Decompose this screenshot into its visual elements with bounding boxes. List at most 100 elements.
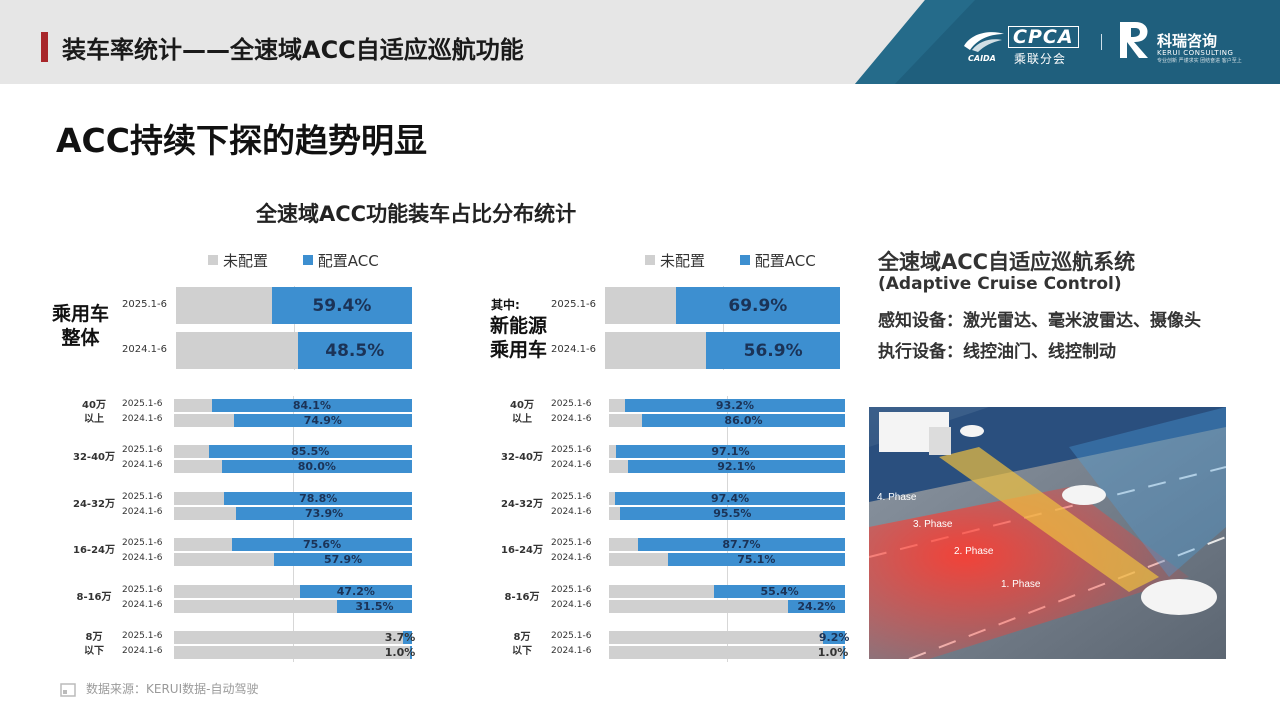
bar-row: 97.1%	[609, 445, 845, 459]
price-band-label: 40万 以上	[72, 399, 116, 427]
legend-label-configured: 配置ACC	[754, 252, 816, 270]
price-band-label: 24-32万	[72, 498, 116, 512]
year-label: 2024.1-6	[551, 646, 592, 656]
bar-value-label: 75.1%	[737, 553, 776, 567]
bar-unconfigured	[609, 584, 715, 598]
bar-value-label: 92.1%	[717, 460, 756, 474]
bar-value-label: 97.4%	[710, 491, 750, 505]
group-label-all-cars: 乘用车 整体	[52, 302, 109, 350]
bar-configured	[787, 599, 845, 613]
bar-value-label: 9.2%	[818, 631, 850, 644]
bar-value-label: 86.0%	[724, 414, 763, 427]
bar-value-label: 47.2%	[336, 584, 375, 598]
bar-row: 85.5%	[174, 445, 412, 459]
bar-configured	[714, 584, 845, 598]
group-label-line: 乘用车	[52, 303, 110, 325]
year-label: 2024.1-6	[122, 646, 163, 656]
bar-unconfigured	[605, 332, 707, 369]
year-label: 2025.1-6	[551, 491, 592, 502]
kerui-name: 科瑞咨询	[1157, 32, 1218, 50]
actuation-devices: 执行设备：线控油门、线控制动	[878, 342, 1116, 362]
bar-unconfigured	[605, 287, 676, 324]
year-label: 2024.1-6	[122, 460, 163, 471]
year-label: 2024.1-6	[551, 414, 592, 424]
bar-unconfigured	[174, 414, 234, 427]
price-band-label-line: 40万	[82, 400, 106, 411]
bar-configured	[221, 460, 412, 474]
bar-value-label: 56.9%	[743, 340, 803, 361]
bar-configured	[642, 414, 845, 427]
bar-value-label: 24.2%	[797, 599, 836, 613]
bar-unconfigured	[174, 631, 404, 644]
year-label: 2025.1-6	[551, 538, 592, 549]
legend-item-configured: 配置ACC	[302, 252, 379, 270]
bar-value-label: 55.4%	[760, 584, 799, 598]
bar-unconfigured	[609, 599, 788, 613]
gridline	[727, 396, 728, 662]
bar-row: 69.9%	[605, 287, 840, 324]
bar-value-label: 31.5%	[355, 599, 394, 613]
bar-unconfigured	[174, 460, 222, 474]
legend-swatch-blue	[302, 254, 313, 265]
bar-configured	[706, 332, 840, 369]
year-label: 2024.1-6	[551, 344, 596, 355]
year-label: 2025.1-6	[551, 631, 592, 641]
bar-configured	[271, 287, 412, 324]
bar-row: 47.2%	[174, 584, 412, 598]
bar-configured	[615, 491, 845, 505]
price-band-label-line: 32-40万	[501, 452, 543, 464]
bar-unconfigured	[174, 491, 225, 505]
bar-unconfigured	[609, 491, 616, 505]
bar-unconfigured	[609, 506, 620, 520]
bar-configured	[297, 332, 412, 369]
year-label: 2025.1-6	[122, 631, 163, 641]
bar-row: 59.4%	[176, 287, 412, 324]
price-band-label: 24-32万	[500, 498, 544, 512]
bar-row: 57.9%	[174, 553, 412, 567]
group-prefix-label: 其中:	[491, 298, 520, 312]
perception-devices: 感知设备：激光雷达、毫米波雷达、摄像头	[878, 311, 1201, 331]
legend-item-configured: 配置ACC	[739, 252, 816, 270]
bar-configured	[337, 599, 412, 613]
bar-value-label: 59.4%	[312, 295, 372, 316]
year-label: 2025.1-6	[551, 299, 596, 310]
bar-value-label: 84.1%	[292, 399, 331, 412]
bar-row: 95.5%	[609, 506, 845, 520]
price-band-label-line: 8-16万	[504, 591, 540, 603]
bar-value-label: 73.9%	[304, 506, 344, 520]
bar-row: 31.5%	[174, 599, 412, 613]
bar-row: 55.4%	[609, 584, 845, 598]
cpca-logo-text: CPCA	[1008, 26, 1079, 48]
year-label: 2025.1-6	[122, 299, 167, 310]
year-label: 2024.1-6	[551, 460, 592, 471]
price-band-label-line: 32-40万	[73, 452, 115, 464]
bar-value-label: 57.9%	[324, 553, 363, 567]
legend-item-unconfigured: 未配置	[645, 252, 705, 270]
bar-unconfigured	[609, 414, 643, 427]
phase-4-label: 4. Phase	[877, 492, 917, 503]
group-label-line: 乘用车	[490, 339, 548, 361]
bar-configured	[274, 553, 412, 567]
price-band-label-line: 以下	[84, 646, 104, 657]
cpca-logo: CPCA 乘联分会 CAIDA	[962, 22, 1092, 66]
price-band-label: 32-40万	[500, 451, 544, 465]
cpca-sub-text: CAIDA	[968, 54, 996, 63]
phase-1-label: 1. Phase	[1001, 579, 1041, 590]
phase-3-label: 3. Phase	[913, 519, 953, 530]
group-label-line: 整体	[61, 327, 100, 349]
cpca-mark-icon	[964, 32, 1004, 52]
price-band-label-line: 8万	[85, 632, 103, 643]
bar-unconfigured	[609, 646, 843, 659]
bar-value-label: 75.6%	[302, 538, 342, 552]
bar-unconfigured	[174, 445, 209, 459]
bar-configured	[403, 631, 412, 644]
bar-value-label: 97.1%	[711, 445, 750, 459]
bar-unconfigured	[176, 287, 272, 324]
kerui-tagline: 专业创新 严谨求实 团结奋进 客户至上	[1157, 58, 1242, 64]
year-label: 2024.1-6	[122, 344, 167, 355]
bar-row: 78.8%	[174, 491, 412, 505]
bar-unconfigured	[609, 631, 824, 644]
price-band-label: 8-16万	[500, 591, 544, 605]
bar-value-label: 95.5%	[713, 506, 752, 520]
bar-row: 75.6%	[174, 538, 412, 552]
